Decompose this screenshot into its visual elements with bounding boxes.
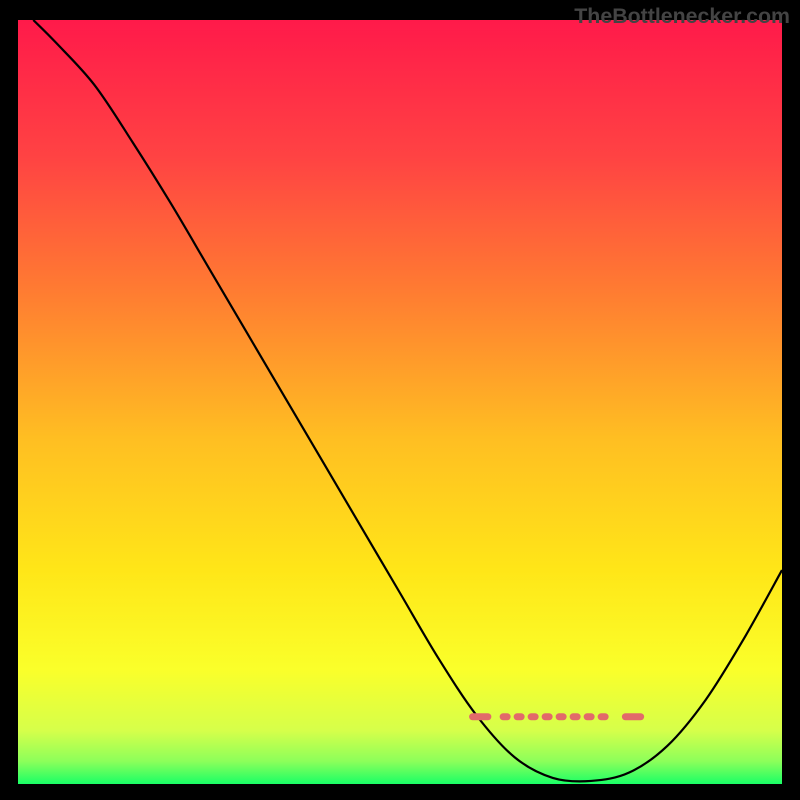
chart-overlay bbox=[18, 20, 782, 784]
watermark-text: TheBottlenecker.com bbox=[574, 4, 790, 29]
plot-area bbox=[18, 20, 782, 784]
bottleneck-curve bbox=[33, 20, 782, 781]
